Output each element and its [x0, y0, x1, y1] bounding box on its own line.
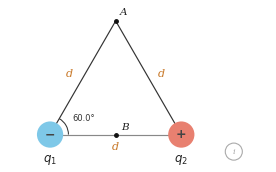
Text: d: d [66, 69, 73, 79]
Text: $q_1$: $q_1$ [43, 153, 57, 167]
Text: $q_2$: $q_2$ [174, 153, 188, 167]
Text: −: − [45, 128, 55, 141]
Text: B: B [121, 123, 129, 132]
Circle shape [37, 121, 63, 148]
Circle shape [168, 121, 194, 148]
Text: i: i [232, 148, 235, 156]
Text: d: d [112, 142, 119, 152]
Text: d: d [158, 69, 165, 79]
Text: +: + [176, 128, 187, 141]
Text: A: A [120, 8, 127, 17]
Text: 60.0°: 60.0° [72, 114, 95, 123]
